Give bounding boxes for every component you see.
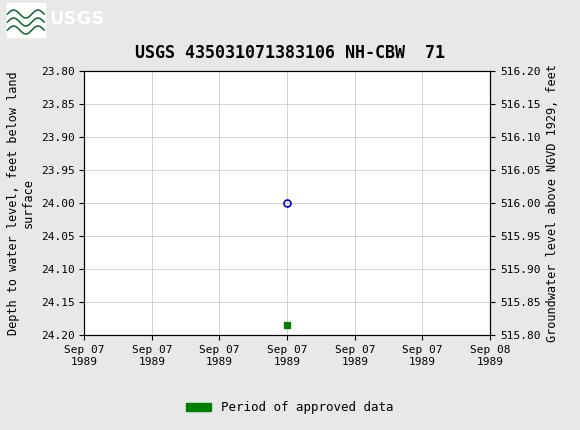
Text: USGS: USGS xyxy=(49,10,104,28)
Y-axis label: Groundwater level above NGVD 1929, feet: Groundwater level above NGVD 1929, feet xyxy=(546,64,559,342)
Y-axis label: Depth to water level, feet below land
surface: Depth to water level, feet below land su… xyxy=(7,71,35,335)
Legend: Period of approved data: Period of approved data xyxy=(181,396,399,419)
Text: USGS 435031071383106 NH-CBW  71: USGS 435031071383106 NH-CBW 71 xyxy=(135,44,445,62)
FancyBboxPatch shape xyxy=(7,3,45,37)
